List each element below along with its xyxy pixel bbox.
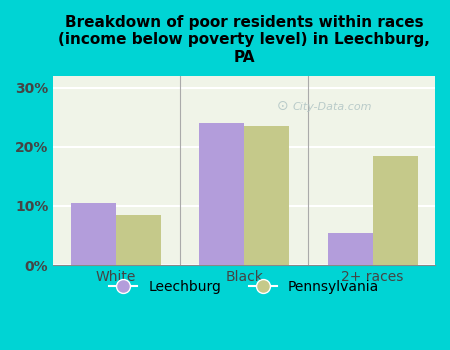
Bar	[71, 203, 116, 265]
Bar	[328, 233, 373, 265]
Text: ⊙: ⊙	[276, 99, 288, 113]
Title: Breakdown of poor residents within races
(income below poverty level) in Leechbu: Breakdown of poor residents within races…	[58, 15, 430, 65]
Text: City-Data.com: City-Data.com	[292, 102, 372, 112]
Bar	[373, 156, 418, 265]
Legend: Leechburg, Pennsylvania: Leechburg, Pennsylvania	[104, 275, 384, 300]
Bar	[116, 215, 161, 265]
Bar	[199, 123, 244, 265]
Bar	[244, 126, 289, 265]
